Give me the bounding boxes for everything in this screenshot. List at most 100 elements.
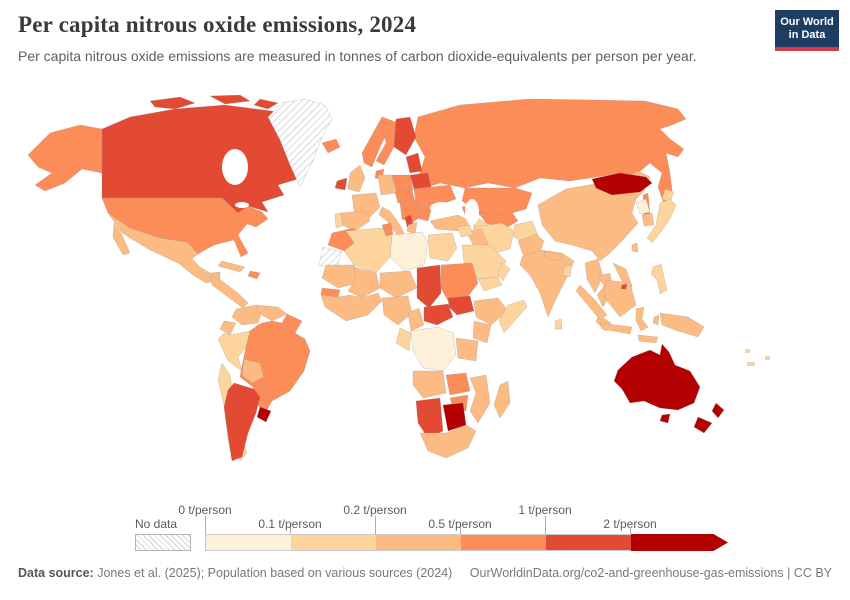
- country-new-zealand-north[interactable]: [711, 402, 725, 419]
- legend-swatch-2[interactable]: [376, 534, 461, 551]
- country-mozambique[interactable]: [469, 374, 491, 424]
- country-ecuador[interactable]: [219, 320, 237, 336]
- region-central-america[interactable]: [209, 274, 249, 309]
- map-legend: No data 0 t/person 0.1 t/person 0.2 t/pe…: [0, 500, 850, 558]
- country-syria[interactable]: [457, 224, 474, 238]
- country-namibia[interactable]: [415, 397, 444, 439]
- country-indonesia-lesser-sunda[interactable]: [637, 334, 659, 344]
- country-greenland[interactable]: [267, 98, 333, 188]
- legend-swatch-1[interactable]: [291, 534, 376, 551]
- country-finland[interactable]: [393, 116, 417, 156]
- region-gabon-congo[interactable]: [395, 327, 412, 352]
- country-venezuela[interactable]: [255, 304, 288, 322]
- country-belarus[interactable]: [409, 172, 432, 190]
- country-nepal[interactable]: [543, 250, 563, 262]
- country-canada-arctic-1[interactable]: [149, 96, 196, 110]
- legend-swatch-3[interactable]: [461, 534, 546, 551]
- country-tunisia[interactable]: [381, 222, 394, 237]
- country-brunei[interactable]: [620, 283, 628, 290]
- region-west-africa[interactable]: [320, 292, 383, 322]
- country-portugal[interactable]: [334, 212, 344, 229]
- attribution-link[interactable]: OurWorldinData.org/co2-and-greenhouse-ga…: [469, 566, 832, 580]
- country-philippines[interactable]: [650, 263, 668, 295]
- country-indonesia-sumatra[interactable]: [575, 284, 608, 321]
- legend-no-data-swatch[interactable]: [135, 534, 191, 551]
- legend-tick: [545, 516, 546, 534]
- country-sri-lanka[interactable]: [554, 318, 563, 330]
- country-mauritania[interactable]: [321, 264, 360, 289]
- legend-threshold-3: 0.5 t/person: [428, 517, 492, 531]
- country-usa-alaska[interactable]: [27, 124, 103, 192]
- country-indonesia-borneo[interactable]: [603, 279, 637, 318]
- country-nigeria[interactable]: [381, 295, 413, 326]
- country-kazakhstan[interactable]: [461, 187, 533, 217]
- country-libya[interactable]: [389, 231, 429, 272]
- country-bolivia[interactable]: [241, 358, 265, 384]
- country-australia-tasmania[interactable]: [659, 413, 671, 424]
- country-somalia[interactable]: [498, 299, 528, 334]
- country-zambia[interactable]: [445, 372, 471, 396]
- country-south-africa[interactable]: [419, 424, 477, 459]
- owid-logo[interactable]: Our World in Data: [775, 10, 839, 51]
- region-pacific-islands[interactable]: [744, 348, 771, 367]
- country-cameroon[interactable]: [407, 307, 425, 332]
- country-ethiopia[interactable]: [473, 297, 509, 326]
- legend-tick: [205, 516, 206, 534]
- legend-threshold-4: 1 t/person: [518, 503, 572, 517]
- region-central-europe[interactable]: [394, 189, 416, 204]
- country-peru[interactable]: [217, 330, 251, 372]
- country-cuba[interactable]: [217, 260, 246, 273]
- country-poland[interactable]: [391, 174, 414, 193]
- country-south-korea[interactable]: [641, 212, 655, 227]
- legend-threshold-5: 2 t/person: [603, 517, 657, 531]
- country-egypt[interactable]: [427, 232, 458, 262]
- country-spain[interactable]: [339, 210, 371, 232]
- country-tanzania[interactable]: [455, 337, 479, 362]
- country-canada-arctic-2[interactable]: [209, 94, 251, 105]
- country-russia[interactable]: [413, 98, 687, 208]
- country-central-african-republic[interactable]: [423, 303, 454, 326]
- country-germany[interactable]: [377, 174, 396, 196]
- legend-swatch-0[interactable]: [205, 534, 291, 551]
- country-north-korea[interactable]: [635, 198, 651, 215]
- country-oman[interactable]: [497, 262, 511, 282]
- country-new-zealand-south[interactable]: [693, 416, 713, 434]
- country-uruguay[interactable]: [256, 406, 272, 423]
- country-drc[interactable]: [410, 326, 457, 372]
- country-chad[interactable]: [416, 264, 442, 309]
- country-angola[interactable]: [412, 370, 447, 399]
- country-canada-arctic-3[interactable]: [253, 98, 279, 110]
- country-japan[interactable]: [646, 198, 677, 244]
- country-kenya[interactable]: [472, 320, 492, 344]
- country-uk[interactable]: [347, 164, 366, 193]
- country-niger[interactable]: [379, 270, 418, 299]
- legend-threshold-2: 0.2 t/person: [343, 503, 407, 517]
- country-ireland[interactable]: [334, 177, 348, 191]
- legend-swatch-4[interactable]: [546, 534, 631, 551]
- country-hispaniola[interactable]: [247, 270, 261, 280]
- legend-color-bar[interactable]: [205, 534, 728, 551]
- country-mongolia[interactable]: [591, 172, 653, 196]
- country-madagascar[interactable]: [493, 380, 511, 419]
- country-iceland[interactable]: [321, 138, 341, 154]
- legend-threshold-0: 0 t/person: [178, 503, 232, 517]
- country-sudan[interactable]: [440, 262, 479, 302]
- legend-swatch-5[interactable]: [631, 534, 728, 551]
- country-mexico-baja[interactable]: [112, 222, 131, 256]
- chart-header: Per capita nitrous oxide emissions, 2024…: [18, 12, 758, 64]
- country-mexico[interactable]: [107, 212, 221, 284]
- country-myanmar[interactable]: [584, 258, 604, 294]
- country-argentina[interactable]: [223, 382, 261, 462]
- country-indonesia-sulawesi[interactable]: [635, 306, 649, 332]
- country-yemen[interactable]: [477, 276, 503, 292]
- country-taiwan[interactable]: [631, 242, 639, 253]
- country-indonesia-java[interactable]: [599, 322, 633, 335]
- country-new-guinea[interactable]: [659, 312, 705, 338]
- country-south-sudan[interactable]: [447, 295, 475, 316]
- legend-tick: [630, 527, 631, 534]
- country-india[interactable]: [519, 249, 575, 318]
- country-indonesia-maluku[interactable]: [652, 314, 660, 326]
- region-baltics[interactable]: [405, 152, 423, 174]
- country-bangladesh[interactable]: [562, 264, 573, 278]
- country-australia[interactable]: [613, 343, 701, 411]
